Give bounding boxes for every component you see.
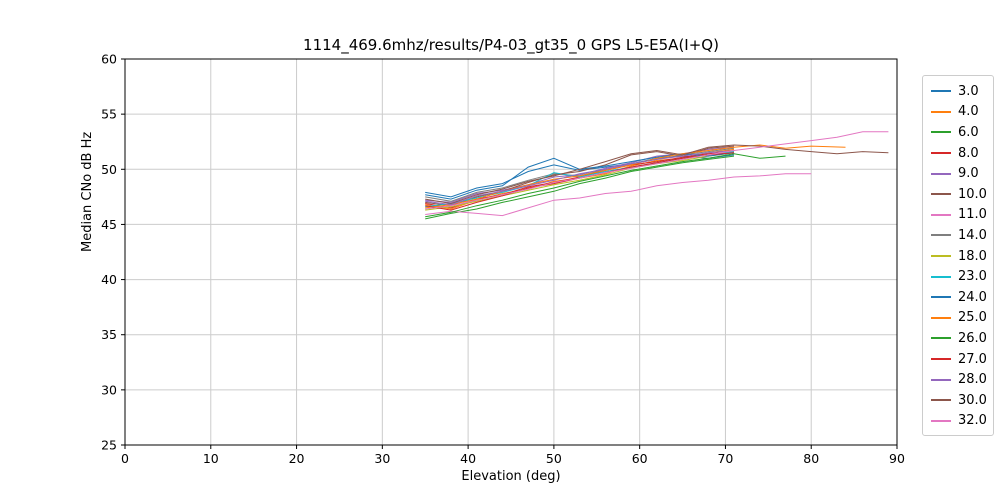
series-line-32.0 — [425, 131, 889, 210]
x-axis-label: Elevation (deg) — [461, 469, 561, 484]
legend-line-sample — [931, 337, 951, 340]
legend-item: 4.0 — [931, 102, 987, 123]
x-tick-label: 70 — [717, 451, 733, 466]
legend-line-sample — [931, 419, 951, 422]
x-tick-label: 60 — [632, 451, 648, 466]
x-tick-label: 90 — [889, 451, 905, 466]
legend-line-sample — [931, 316, 951, 319]
x-tick-label: 50 — [546, 451, 562, 466]
y-tick-label: 45 — [101, 217, 117, 232]
series-line-6.0 — [425, 155, 735, 220]
y-tick-label: 25 — [101, 438, 117, 453]
y-tick-label: 40 — [101, 272, 117, 287]
chart-title: 1114_469.6mhz/results/P4-03_gt35_0 GPS L… — [303, 36, 719, 54]
legend-line-sample — [931, 213, 951, 216]
legend-label: 4.0 — [958, 104, 979, 120]
legend-item: 9.0 — [931, 163, 987, 184]
legend-line-sample — [931, 131, 951, 134]
x-tick-label: 40 — [460, 451, 476, 466]
legend-item: 10.0 — [931, 184, 987, 205]
y-tick-label: 60 — [101, 52, 117, 67]
legend-label: 6.0 — [958, 124, 979, 140]
x-tick-label: 20 — [289, 451, 305, 466]
legend-line-sample — [931, 152, 951, 155]
legend-item: 26.0 — [931, 328, 987, 349]
legend-label: 18.0 — [958, 248, 987, 264]
y-tick-label: 50 — [101, 162, 117, 177]
legend-item: 27.0 — [931, 349, 987, 370]
legend-line-sample — [931, 399, 951, 402]
legend-label: 11.0 — [958, 207, 987, 223]
legend-label: 32.0 — [958, 413, 987, 429]
legend-item: 8.0 — [931, 143, 987, 164]
x-tick-label: 0 — [121, 451, 129, 466]
legend-line-sample — [931, 378, 951, 381]
legend-line-sample — [931, 358, 951, 361]
legend-label: 25.0 — [958, 310, 987, 326]
legend: 3.0 4.0 6.0 8.0 9.0 10.0 11.0 14.0 18.0 23.0 24.0 2… — [922, 75, 994, 437]
series-line-30.0 — [425, 144, 889, 205]
legend-item: 6.0 — [931, 122, 987, 143]
legend-item: 24.0 — [931, 287, 987, 308]
legend-item: 23.0 — [931, 266, 987, 287]
x-tick-label: 30 — [374, 451, 390, 466]
legend-label: 8.0 — [958, 145, 979, 161]
legend-line-sample — [931, 172, 951, 175]
legend-item: 14.0 — [931, 225, 987, 246]
legend-label: 14.0 — [958, 227, 987, 243]
legend-line-sample — [931, 255, 951, 258]
legend-label: 10.0 — [958, 186, 987, 202]
legend-label: 27.0 — [958, 351, 987, 367]
legend-item: 11.0 — [931, 205, 987, 226]
legend-label: 28.0 — [958, 372, 987, 388]
series-line-28.0 — [425, 150, 735, 206]
legend-item: 28.0 — [931, 369, 987, 390]
legend-line-sample — [931, 193, 951, 196]
y-tick-label: 55 — [101, 107, 117, 122]
legend-line-sample — [931, 110, 951, 113]
x-tick-label: 80 — [803, 451, 819, 466]
plot-border — [124, 58, 898, 446]
legend-item: 32.0 — [931, 411, 987, 432]
legend-line-sample — [931, 275, 951, 278]
legend-item: 18.0 — [931, 246, 987, 267]
legend-line-sample — [931, 296, 951, 299]
legend-label: 3.0 — [958, 83, 979, 99]
legend-label: 23.0 — [958, 269, 987, 285]
series-line-26.0 — [425, 153, 786, 218]
series-line-11.0 — [425, 173, 812, 217]
legend-item: 25.0 — [931, 308, 987, 329]
y-tick-label: 35 — [101, 327, 117, 342]
legend-label: 26.0 — [958, 330, 987, 346]
series-line-18.0 — [425, 152, 735, 211]
legend-item: 30.0 — [931, 390, 987, 411]
legend-label: 30.0 — [958, 392, 987, 408]
y-tick-label: 30 — [101, 382, 117, 397]
legend-line-sample — [931, 234, 951, 237]
legend-label: 9.0 — [958, 166, 979, 182]
legend-label: 24.0 — [958, 289, 987, 305]
x-tick-label: 10 — [203, 451, 219, 466]
legend-item: 3.0 — [931, 81, 987, 102]
legend-line-sample — [931, 90, 951, 93]
